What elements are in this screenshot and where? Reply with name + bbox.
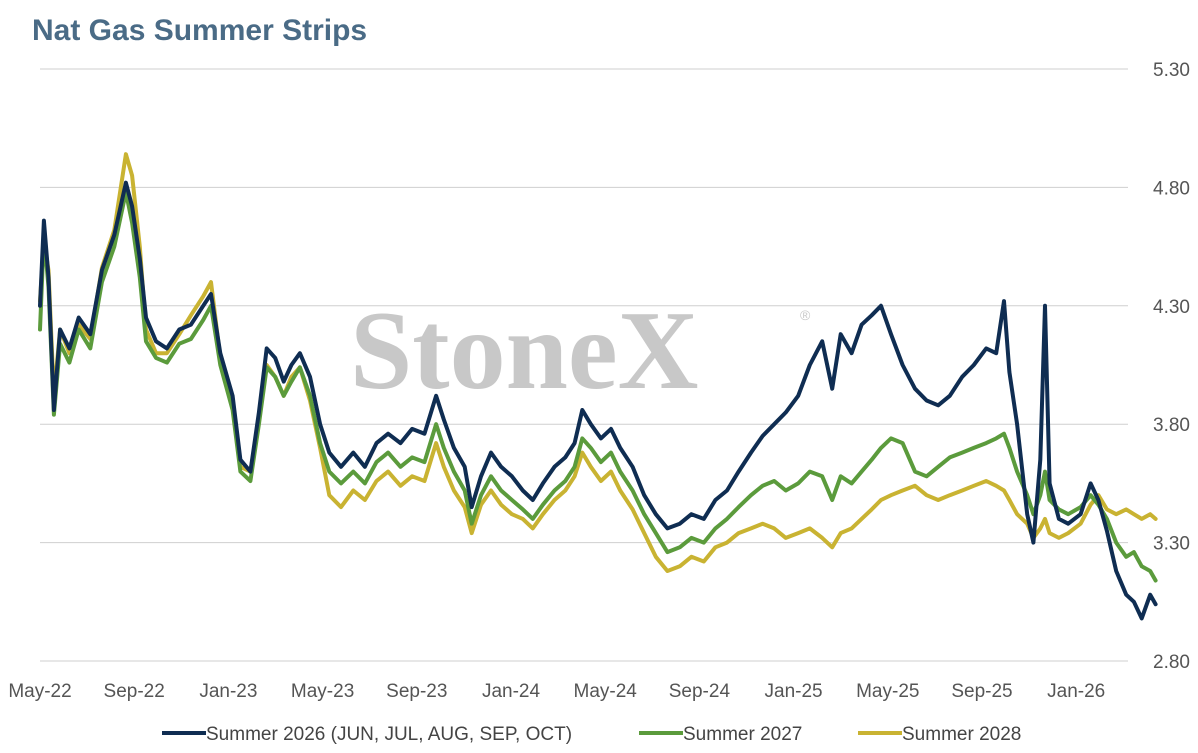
legend-label: Summer 2028 [902, 724, 1021, 745]
y-tick-label: 3.30 [1153, 534, 1190, 555]
gridlines [40, 68, 1128, 662]
watermark: StoneX ® [350, 289, 811, 413]
y-tick-label: 4.80 [1153, 178, 1190, 199]
legend-item-2: Summer 2028 [858, 724, 1021, 745]
legend-label: Summer 2027 [683, 724, 802, 745]
series-lines [38, 152, 1158, 621]
x-tick-label: May-25 [856, 681, 919, 702]
x-tick-label: May-23 [291, 681, 354, 702]
series-line-1 [38, 190, 1158, 583]
chart-title: Nat Gas Summer Strips [32, 14, 368, 47]
x-tick-label: Jan-24 [482, 681, 541, 702]
x-tick-label: Jan-23 [199, 681, 257, 702]
y-tick-label: 4.30 [1153, 297, 1190, 318]
legend-label: Summer 2026 (JUN, JUL, AUG, SEP, OCT) [206, 724, 572, 745]
x-tick-label: Sep-23 [386, 681, 447, 702]
series-line-2 [38, 152, 1158, 573]
legend: Summer 2026 (JUN, JUL, AUG, SEP, OCT) Sum… [162, 724, 1021, 745]
x-tick-label: Jan-25 [765, 681, 823, 702]
legend-item-1: Summer 2027 [639, 724, 802, 745]
x-tick-label: May-24 [574, 681, 638, 702]
x-tick-label: Sep-22 [104, 681, 165, 702]
y-axis-ticks: 5.30 4.80 4.30 3.80 3.30 2.80 [1153, 60, 1190, 673]
x-tick-label: Jan-26 [1047, 681, 1105, 702]
x-tick-label: May-22 [8, 681, 71, 702]
watermark-text: StoneX [350, 289, 698, 413]
x-tick-label: Sep-25 [951, 681, 1012, 702]
legend-item-0: Summer 2026 (JUN, JUL, AUG, SEP, OCT) [162, 724, 572, 745]
y-tick-label: 5.30 [1153, 60, 1190, 81]
x-tick-label: Sep-24 [669, 681, 731, 702]
y-tick-label: 3.80 [1153, 415, 1190, 436]
y-tick-label: 2.80 [1153, 652, 1190, 673]
watermark-registered-mark: ® [800, 307, 811, 323]
x-axis-ticks: May-22 Sep-22 Jan-23 May-23 Sep-23 Jan-24 May-… [8, 681, 1105, 702]
series-line-0 [38, 180, 1158, 621]
